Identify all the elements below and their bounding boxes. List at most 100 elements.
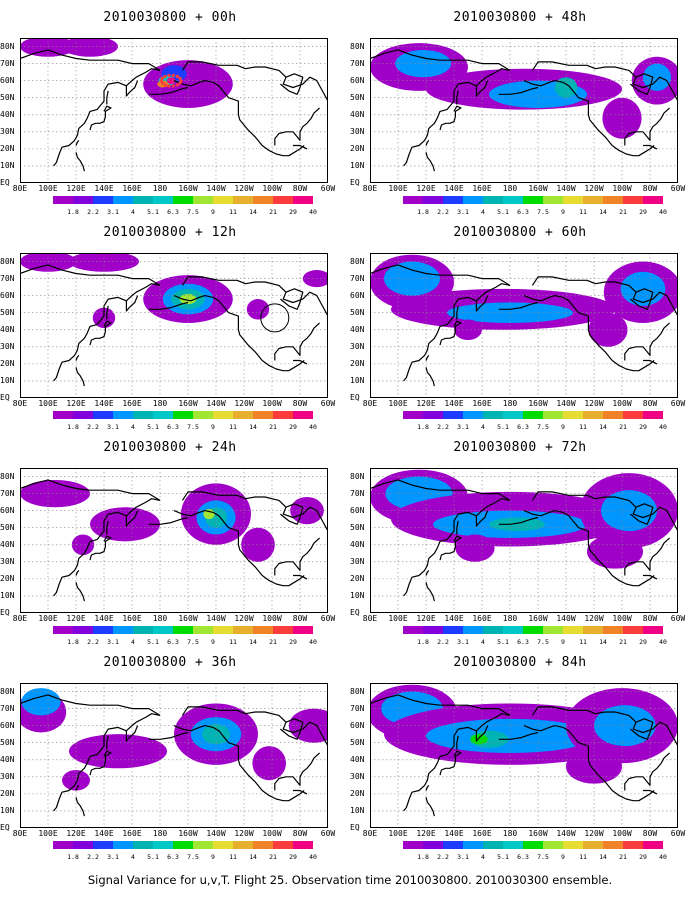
observation-marker [175, 74, 179, 78]
colorbar-swatch [93, 196, 113, 204]
coastline [280, 503, 304, 525]
coastline [173, 294, 305, 372]
colorbar-label: 2.2 [87, 638, 99, 646]
variance-map [20, 253, 328, 398]
coastline [181, 276, 328, 317]
coastline [475, 713, 511, 742]
coastline [643, 574, 658, 580]
observation-marker [160, 81, 164, 85]
coastline [425, 570, 430, 576]
latitude-label: 50N [350, 522, 365, 532]
colorbar-label: 2.2 [437, 638, 449, 646]
latitude-label: 10N [0, 590, 15, 600]
observation-marker [163, 74, 167, 78]
colorbar-label: 1.8 [417, 638, 429, 646]
variance-map [370, 253, 678, 398]
colorbar-label: 14 [599, 208, 607, 216]
colorbar-swatch [423, 841, 443, 849]
longitude-label: 140W [206, 614, 226, 623]
longitude-label: 140W [556, 614, 576, 623]
coastline [106, 520, 109, 535]
colorbar-swatch [213, 841, 233, 849]
variance-shade [601, 490, 657, 532]
longitude-label: 160E [472, 184, 492, 193]
longitude-label: 100E [388, 614, 408, 623]
latitude-label: 80N [0, 471, 15, 481]
colorbar-label: 3.1 [107, 853, 119, 861]
colorbar-label: 2.2 [437, 208, 449, 216]
colorbar-swatch [523, 196, 543, 204]
colorbar-swatch [643, 626, 663, 634]
colorbar [53, 841, 313, 849]
colorbar-swatch [273, 626, 293, 634]
panel-title: 2010030800 + 24h [103, 440, 237, 455]
colorbar-swatch [153, 841, 173, 849]
colorbar-label: 11 [579, 423, 587, 431]
longitude-label: 80E [12, 614, 28, 623]
variance-shade [71, 534, 95, 555]
target-circle [260, 303, 290, 333]
colorbar-swatch [403, 841, 423, 849]
longitude-label: 120W [234, 614, 254, 623]
latitude-label: 60N [0, 505, 15, 515]
longitude-label: 100W [262, 614, 282, 623]
coastline [75, 570, 80, 576]
longitude-label: 100W [262, 399, 282, 408]
longitude-label: 60W [320, 829, 336, 838]
latitude-label: 30N [350, 771, 365, 781]
latitude-label: 30N [0, 771, 15, 781]
coastline [173, 79, 305, 157]
longitude-label: 120E [416, 829, 436, 838]
latitude-label: 50N [0, 92, 15, 102]
coastline [274, 752, 321, 791]
map-panel: 2010030800 + 12h 80N 70N 60N 50N 40N 30N 20N 10N… [0, 215, 340, 431]
colorbar-label: 9 [561, 208, 565, 216]
colorbar-swatch [193, 411, 213, 419]
coastline [53, 511, 127, 597]
variance-shade [202, 723, 230, 745]
coastline [20, 49, 161, 71]
colorbar-label: 14 [599, 423, 607, 431]
colorbar-label: 1.8 [417, 208, 429, 216]
latitude-label: 10N [0, 375, 15, 385]
longitude-label: 180 [152, 829, 168, 838]
colorbar-swatch [543, 841, 563, 849]
colorbar-swatch [253, 626, 273, 634]
latitude-label: EQ [0, 823, 10, 832]
variance-shade [241, 527, 275, 562]
colorbar-label: 40 [309, 638, 317, 646]
latitude-label: EQ [350, 393, 360, 402]
colorbar-swatch [213, 196, 233, 204]
colorbar-swatch [153, 196, 173, 204]
variance-shade [252, 746, 286, 781]
coastline [293, 359, 308, 365]
colorbar-label: 1.8 [417, 853, 429, 861]
latitude-label: 60N [350, 290, 365, 300]
coastline [370, 49, 511, 71]
longitude-label: 120E [416, 614, 436, 623]
coastline [53, 726, 127, 812]
latitude-label: 30N [0, 556, 15, 566]
colorbar-swatch [273, 841, 293, 849]
coastline [75, 355, 80, 361]
coastline [280, 73, 304, 95]
coastline [274, 322, 321, 361]
colorbar-swatch [423, 626, 443, 634]
colorbar-label: 4 [481, 423, 485, 431]
latitude-label: EQ [350, 178, 360, 187]
longitude-label: 120E [66, 184, 86, 193]
coastline [425, 367, 435, 387]
coastline [75, 797, 85, 817]
colorbar-swatch [603, 841, 623, 849]
longitude-label: 160W [528, 829, 548, 838]
longitude-label: 140W [556, 184, 576, 193]
coastline [89, 320, 112, 346]
latitude-label: 50N [0, 522, 15, 532]
longitude-label: 120E [416, 399, 436, 408]
colorbar-label: 6.3 [517, 208, 529, 216]
colorbar-swatch [603, 626, 623, 634]
latitude-label: 80N [350, 686, 365, 696]
colorbar-swatch [293, 411, 313, 419]
coastline [106, 735, 109, 750]
colorbar-swatch [193, 196, 213, 204]
